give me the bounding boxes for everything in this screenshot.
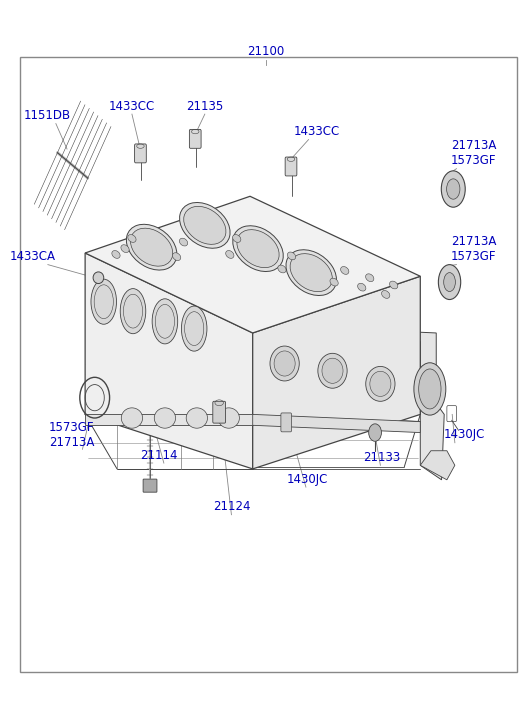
Ellipse shape — [444, 273, 455, 292]
FancyBboxPatch shape — [189, 129, 201, 148]
FancyBboxPatch shape — [135, 144, 146, 163]
Text: 21114: 21114 — [140, 449, 177, 462]
FancyBboxPatch shape — [213, 401, 226, 423]
Polygon shape — [420, 451, 455, 480]
Ellipse shape — [152, 299, 178, 344]
Ellipse shape — [127, 225, 177, 270]
Ellipse shape — [330, 278, 338, 286]
Ellipse shape — [233, 226, 283, 271]
Ellipse shape — [91, 279, 117, 324]
FancyBboxPatch shape — [285, 157, 297, 176]
Ellipse shape — [370, 371, 391, 396]
Ellipse shape — [112, 251, 120, 258]
Ellipse shape — [232, 235, 241, 242]
Ellipse shape — [186, 408, 207, 428]
Ellipse shape — [381, 291, 390, 298]
FancyBboxPatch shape — [281, 413, 292, 432]
Text: 1573GF
21713A: 1573GF 21713A — [49, 421, 95, 449]
Text: 21713A
1573GF: 21713A 1573GF — [451, 235, 496, 263]
Ellipse shape — [226, 251, 234, 258]
Ellipse shape — [93, 272, 104, 284]
Ellipse shape — [130, 228, 173, 266]
Text: 21133: 21133 — [363, 451, 401, 464]
Text: 1433CA: 1433CA — [10, 250, 56, 263]
Polygon shape — [253, 414, 420, 433]
Ellipse shape — [365, 274, 374, 281]
Polygon shape — [85, 196, 420, 333]
Ellipse shape — [287, 252, 296, 260]
Ellipse shape — [184, 206, 226, 244]
Ellipse shape — [121, 245, 129, 252]
Ellipse shape — [286, 250, 336, 295]
Ellipse shape — [447, 179, 460, 199]
Text: 21100: 21100 — [247, 45, 285, 58]
Ellipse shape — [358, 284, 366, 291]
Text: 1430JC: 1430JC — [287, 473, 328, 486]
Bar — [20, 57, 517, 672]
Ellipse shape — [441, 171, 465, 207]
Ellipse shape — [322, 358, 343, 383]
Ellipse shape — [179, 238, 188, 246]
Text: 21713A
1573GF: 21713A 1573GF — [451, 139, 496, 167]
Circle shape — [369, 424, 381, 441]
Ellipse shape — [120, 289, 146, 334]
Ellipse shape — [438, 265, 461, 300]
FancyBboxPatch shape — [143, 479, 157, 492]
Polygon shape — [85, 253, 253, 469]
Ellipse shape — [128, 235, 136, 242]
Ellipse shape — [154, 408, 176, 428]
Ellipse shape — [270, 346, 299, 381]
Text: 21135: 21135 — [186, 100, 223, 113]
Ellipse shape — [318, 353, 347, 388]
Ellipse shape — [278, 265, 286, 273]
Polygon shape — [253, 276, 420, 469]
Ellipse shape — [419, 369, 441, 409]
Ellipse shape — [366, 366, 395, 401]
Polygon shape — [404, 332, 444, 480]
Ellipse shape — [389, 281, 398, 289]
Ellipse shape — [172, 253, 181, 260]
Ellipse shape — [237, 230, 279, 268]
Ellipse shape — [180, 203, 230, 248]
Polygon shape — [85, 414, 253, 425]
Ellipse shape — [290, 254, 332, 292]
Text: 21124: 21124 — [213, 500, 250, 513]
Text: 1151DB: 1151DB — [23, 109, 70, 122]
Ellipse shape — [274, 351, 295, 376]
Ellipse shape — [414, 363, 446, 415]
Text: 1433CC: 1433CC — [109, 100, 155, 113]
Text: 1433CC: 1433CC — [294, 125, 339, 138]
Ellipse shape — [218, 408, 239, 428]
Ellipse shape — [181, 306, 207, 351]
Text: 1430JC: 1430JC — [443, 428, 485, 441]
Ellipse shape — [121, 408, 143, 428]
Ellipse shape — [340, 267, 349, 274]
